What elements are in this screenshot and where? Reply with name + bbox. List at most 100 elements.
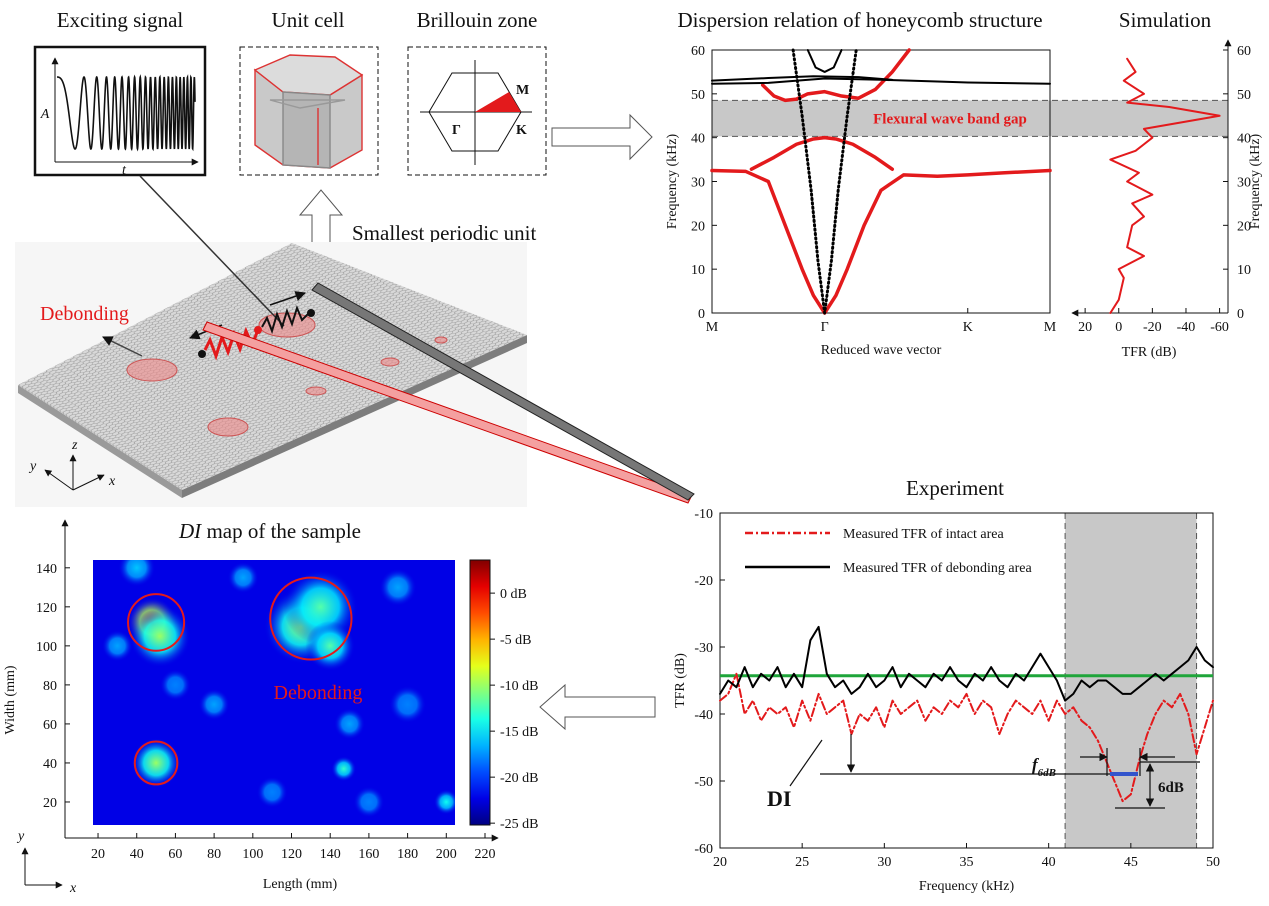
hollow-arrow bbox=[551, 113, 653, 161]
annotation: 6dB bbox=[1038, 767, 1056, 779]
x-tick-label: 120 bbox=[281, 847, 302, 862]
y-tick-label: 0 bbox=[1237, 307, 1244, 322]
y-tick-label: 10 bbox=[691, 263, 705, 278]
annotation: DI bbox=[767, 786, 791, 811]
axis-label: x bbox=[69, 881, 77, 896]
hotspot bbox=[331, 756, 357, 782]
plate-axes bbox=[44, 454, 105, 491]
x-tick-label: -60 bbox=[1210, 320, 1229, 335]
pointer bbox=[102, 336, 143, 357]
x-axis-label: Length (mm) bbox=[263, 877, 338, 892]
annotation: f6dB bbox=[1032, 755, 1056, 779]
y-tick-label: 0 bbox=[698, 307, 705, 322]
axis-label: A bbox=[40, 107, 50, 122]
x-tick-label: 20 bbox=[91, 847, 105, 862]
hotspot bbox=[101, 630, 133, 662]
caption: Smallest periodic unit bbox=[352, 221, 536, 245]
y-tick-label: 60 bbox=[43, 718, 57, 733]
y-tick-label: 60 bbox=[1237, 44, 1251, 59]
plate-honeycomb bbox=[18, 243, 527, 490]
y-tick-label: -60 bbox=[694, 842, 713, 857]
hotspot bbox=[118, 560, 156, 587]
unit-cell-drawing bbox=[253, 54, 364, 169]
pointer bbox=[269, 291, 306, 306]
spring bbox=[261, 305, 311, 335]
x-tick-label: 180 bbox=[397, 847, 418, 862]
chart-title: Experiment bbox=[906, 476, 1004, 500]
x-tick-label: M bbox=[706, 320, 719, 335]
chart-title: Dispersion relation of honeycomb structu… bbox=[677, 8, 1042, 32]
axis-label: y bbox=[28, 459, 37, 474]
chart-title: Simulation bbox=[1119, 8, 1212, 32]
hotspot bbox=[256, 776, 288, 808]
black-beam bbox=[311, 282, 695, 501]
y-axis-label: Width (mm) bbox=[3, 665, 18, 734]
x-tick-label: 40 bbox=[1042, 855, 1056, 870]
y-tick-label: 30 bbox=[691, 176, 705, 191]
y-tick-label: 20 bbox=[691, 219, 705, 234]
y-tick-label: 120 bbox=[36, 601, 57, 616]
y-axis-label: Frequency (kHz) bbox=[665, 134, 680, 230]
hotspot bbox=[305, 620, 355, 671]
sensor bbox=[254, 326, 262, 334]
defect-label: Debonding bbox=[40, 303, 129, 325]
x-tick-label: 35 bbox=[960, 855, 974, 870]
colorbar-label: -5 dB bbox=[500, 633, 532, 648]
y-axis-label: TFR (dB) bbox=[673, 653, 688, 708]
x-tick-label: 45 bbox=[1124, 855, 1138, 870]
series-line bbox=[710, 168, 1052, 315]
x-tick-label: 60 bbox=[168, 847, 182, 862]
y-tick-label: 10 bbox=[1237, 263, 1251, 278]
y-tick-label: 30 bbox=[1237, 176, 1251, 191]
y-tick-label: -10 bbox=[694, 507, 713, 522]
band-label: Flexural wave band gap bbox=[873, 111, 1027, 127]
x-tick-label: 40 bbox=[130, 847, 144, 862]
legend-label: Measured TFR of intact area bbox=[843, 527, 1004, 542]
y-tick-label: -20 bbox=[694, 574, 713, 589]
y-tick-label: 100 bbox=[36, 640, 57, 655]
x-tick-label: 30 bbox=[877, 855, 891, 870]
hollow-arrow bbox=[539, 683, 656, 731]
x-tick-label: 20 bbox=[1078, 320, 1092, 335]
chart-title: map of the sample bbox=[201, 519, 361, 543]
hotspot bbox=[433, 789, 455, 815]
y-tick-label: 40 bbox=[691, 132, 705, 147]
x-tick-label: 25 bbox=[795, 855, 809, 870]
panel-title: Exciting signal bbox=[57, 8, 184, 32]
series-line bbox=[760, 48, 911, 103]
axis-label: y bbox=[16, 829, 25, 844]
x-tick-label: -40 bbox=[1177, 320, 1196, 335]
x-tick-label: 220 bbox=[474, 847, 495, 862]
x-axis-label: TFR (dB) bbox=[1122, 345, 1177, 360]
plot-frame bbox=[711, 49, 1051, 314]
irreducible-zone bbox=[475, 92, 521, 112]
region-label: Debonding bbox=[274, 682, 363, 704]
x-tick-label: -20 bbox=[1143, 320, 1162, 335]
series-line bbox=[719, 672, 1214, 803]
annotation: 6dB bbox=[1158, 780, 1184, 796]
x-tick-label: 80 bbox=[207, 847, 221, 862]
band bbox=[1065, 513, 1197, 848]
x-tick-label: 160 bbox=[358, 847, 379, 862]
x-tick-label: M bbox=[1044, 320, 1057, 335]
colorbar bbox=[469, 559, 491, 826]
panel-title: Brillouin zone bbox=[417, 8, 538, 32]
hotspot bbox=[131, 737, 181, 788]
x-tick-label: K bbox=[963, 320, 973, 335]
colorbar-label: -20 dB bbox=[500, 771, 539, 786]
axis-label: t bbox=[122, 163, 127, 178]
y-tick-label: 20 bbox=[1237, 219, 1251, 234]
series-line bbox=[711, 75, 894, 82]
y-tick-label: -50 bbox=[694, 775, 713, 790]
hotspot bbox=[389, 685, 427, 724]
annotation: f bbox=[1032, 755, 1040, 774]
colorbar-label: -15 dB bbox=[500, 725, 539, 740]
y-tick-label: 140 bbox=[36, 562, 57, 577]
series-line bbox=[806, 49, 843, 73]
debonding-circle bbox=[133, 740, 179, 786]
chart-title: DI map of the sample bbox=[178, 519, 361, 543]
hotspot bbox=[227, 561, 259, 594]
plate-side bbox=[182, 335, 527, 498]
chart-title: DI bbox=[178, 519, 202, 543]
